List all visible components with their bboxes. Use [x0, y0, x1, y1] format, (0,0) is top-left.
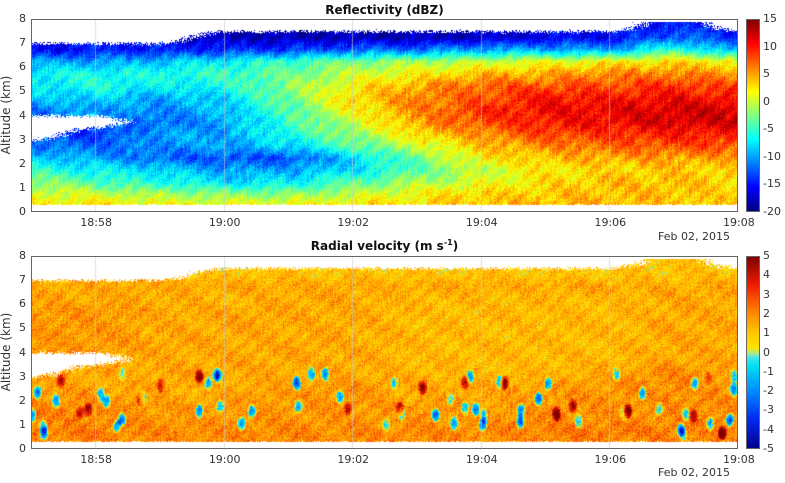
colorbar-tick-label: -3 [763, 403, 774, 417]
y-tick-label: 0 [19, 205, 26, 218]
colorbar-tick-label: 5 [763, 67, 770, 81]
y-tick-label: 3 [19, 132, 26, 146]
y-tick-label: 1 [19, 180, 26, 194]
velocity-axes [31, 256, 738, 449]
y-tick-label: 5 [19, 84, 26, 98]
colorbar-tick-label: 0 [763, 345, 770, 359]
x-tick-label: 18:58 [80, 453, 112, 466]
x-tick-label: 19:02 [337, 216, 370, 229]
colorbar-tick-label: -20 [763, 205, 781, 218]
x-tick-label: 19:04 [465, 453, 498, 466]
y-tick-label: 6 [19, 297, 26, 311]
colorbar-tick-label: 2 [763, 306, 770, 320]
colorbar-tick-label: -15 [763, 177, 781, 191]
y-tick-label: 1 [19, 417, 26, 431]
y-tick-label: 0 [19, 442, 26, 455]
x-tick-label: 18:58 [80, 216, 112, 229]
reflectivity-date-label: Feb 02, 2015 [658, 230, 730, 243]
y-tick-label: 8 [19, 12, 26, 25]
reflectivity-ylabel: Altitude (km) [0, 75, 13, 155]
colorbar-tick-label: 10 [763, 39, 777, 53]
colorbar-tick-label: 15 [763, 12, 777, 25]
colorbar-tick-label: -10 [763, 149, 781, 163]
velocity-colorbar [746, 256, 760, 449]
y-tick-label: 6 [19, 60, 26, 74]
y-tick-label: 7 [19, 273, 26, 287]
colorbar-tick-label: 0 [763, 94, 770, 108]
y-tick-label: 7 [19, 36, 26, 50]
colorbar-tick-label: -1 [763, 364, 774, 378]
colorbar-tick-label: 4 [763, 268, 770, 282]
reflectivity-title: Reflectivity (dBZ) [325, 3, 444, 17]
colorbar-tick-label: -4 [763, 422, 774, 436]
x-tick-label: 19:04 [465, 216, 498, 229]
reflectivity-colorbar [746, 19, 760, 212]
x-tick-label: 19:06 [594, 453, 627, 466]
x-tick-label: 19:00 [208, 216, 241, 229]
x-tick-label: 19:08 [723, 216, 755, 229]
y-tick-label: 2 [19, 393, 26, 407]
velocity-date-label: Feb 02, 2015 [658, 466, 730, 479]
y-tick-label: 3 [19, 369, 26, 383]
x-tick-label: 19:02 [337, 453, 370, 466]
y-tick-label: 4 [19, 108, 26, 122]
colorbar-tick-label: -5 [763, 442, 774, 455]
colorbar-tick-label: 5 [763, 249, 770, 262]
y-tick-label: 2 [19, 156, 26, 170]
y-tick-label: 5 [19, 321, 26, 335]
y-tick-label: 8 [19, 249, 26, 262]
x-tick-label: 19:00 [208, 453, 241, 466]
colorbar-tick-label: -5 [763, 122, 774, 136]
velocity-ylabel: Altitude (km) [0, 312, 13, 392]
reflectivity-axes [31, 19, 738, 212]
velocity-title: Radial velocity (m s-1) [310, 238, 459, 253]
y-tick-label: 4 [19, 345, 26, 359]
velocity-heatmap [31, 256, 738, 449]
colorbar-tick-label: -2 [763, 384, 774, 398]
colorbar-tick-label: 3 [763, 287, 770, 301]
reflectivity-heatmap [31, 19, 738, 212]
x-tick-label: 19:06 [594, 216, 627, 229]
x-tick-label: 19:08 [723, 453, 755, 466]
colorbar-tick-label: 1 [763, 326, 770, 340]
